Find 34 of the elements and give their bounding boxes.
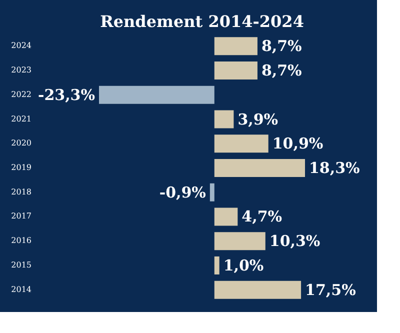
bar [214, 37, 258, 56]
y-tick-label: 2023 [11, 66, 32, 75]
y-tick-label: 2020 [11, 138, 32, 148]
data-label: -23,3% [38, 86, 95, 104]
y-tick-label: 2017 [11, 212, 32, 221]
bar [214, 208, 238, 226]
data-label: 8,7% [261, 62, 302, 80]
data-label: 8,7% [261, 37, 302, 56]
data-label: 18,3% [309, 159, 360, 177]
bar [99, 86, 214, 104]
data-label: 10,9% [272, 134, 324, 153]
bar [214, 280, 302, 299]
y-tick-label: 2016 [11, 236, 32, 246]
y-tick-label: 2024 [11, 41, 32, 50]
y-tick-label: 2018 [11, 187, 32, 196]
bar [214, 110, 234, 128]
y-tick-label: 2015 [11, 260, 32, 270]
data-label: 4,7% [242, 208, 282, 226]
bar [214, 62, 258, 80]
data-label: 3,9% [238, 110, 278, 128]
data-label: -0,9% [159, 183, 206, 202]
y-tick-label: 2019 [11, 163, 32, 172]
data-label: 17,5% [305, 280, 356, 299]
y-tick-label: 2021 [11, 114, 32, 124]
bar [214, 134, 268, 153]
chart-title: Rendement 2014-2024 [100, 12, 304, 31]
data-label: 10,3% [269, 232, 320, 250]
bar [214, 159, 305, 177]
bar [214, 232, 266, 250]
y-tick-label: 2022 [11, 90, 32, 99]
bar [210, 183, 214, 202]
y-tick-label: 2014 [11, 284, 32, 294]
bar [214, 256, 220, 274]
data-label: 1,0% [223, 256, 264, 274]
